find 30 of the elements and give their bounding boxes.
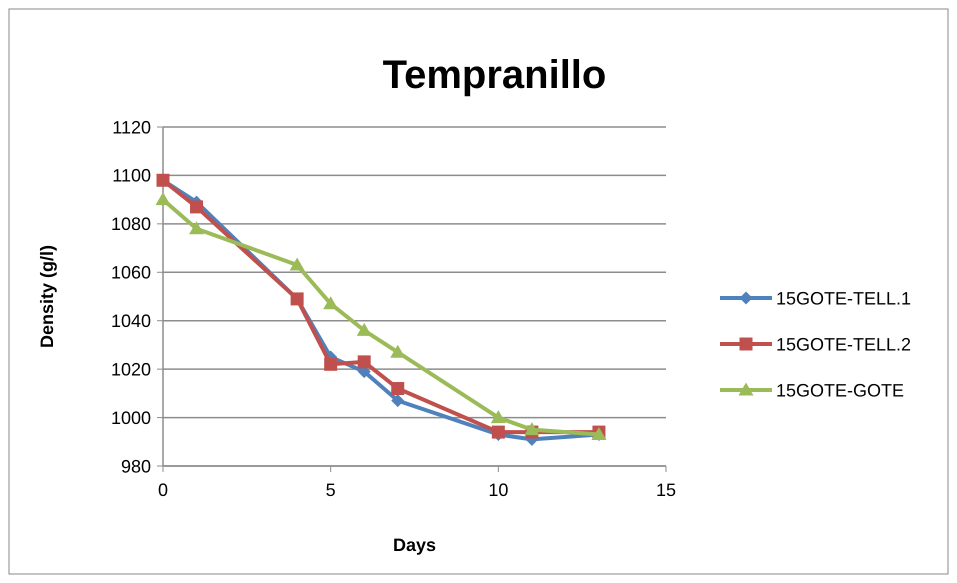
y-axis-title: Density (g/l) (37, 244, 57, 348)
point (189, 221, 204, 234)
point (156, 192, 170, 206)
x-axis-title: Days (392, 535, 436, 555)
y-tick-label: 1060 (110, 262, 151, 283)
point (324, 358, 338, 371)
y-tick-label: 1100 (112, 166, 151, 186)
chart-title: Tempranillo (382, 53, 606, 97)
point (391, 394, 404, 408)
x-tick-label: 5 (326, 480, 336, 500)
legend-label: 15GOTE-TELL.1 (776, 288, 912, 308)
point (391, 382, 404, 396)
point (290, 258, 305, 271)
x-tick-label: 15 (656, 480, 676, 500)
point (190, 200, 204, 214)
point (524, 422, 540, 436)
point (323, 296, 338, 310)
y-tick-label: 980 (120, 456, 151, 476)
legend-label: 15GOTE-TELL.2 (776, 334, 912, 354)
point (490, 410, 506, 424)
y-tick-label: 1080 (110, 214, 151, 234)
y-tick-label: 1020 (110, 359, 151, 380)
point (492, 426, 505, 439)
legend-label: 15GOTE-GOTE (776, 380, 904, 400)
x-tick-label: 10 (488, 480, 508, 500)
point (358, 355, 371, 368)
x-tick-label: 0 (158, 480, 168, 500)
y-tick-label: 1120 (112, 117, 151, 138)
y-tick-label: 1040 (110, 311, 151, 332)
y-tick-label: 1000 (110, 408, 151, 428)
